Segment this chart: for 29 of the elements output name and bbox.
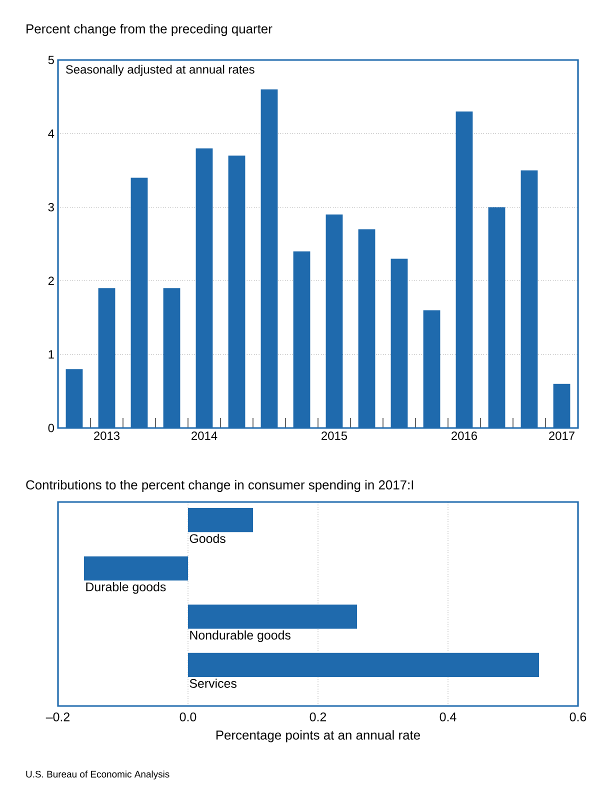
x-tick-label: 0.0 [180,712,196,722]
y-tick-label: 0 [48,424,54,432]
bar [188,604,358,629]
bar [188,652,540,678]
annotation: Seasonally adjusted at annual rates [66,64,254,76]
x-tick-label: 0.6 [570,712,586,722]
chart-title: Percent change from the preceding quarter [26,24,272,36]
x-tick-label: 0.2 [310,712,326,722]
y-tick-label: 4 [48,129,54,138]
x-tick-label: 0.4 [440,712,456,722]
x-tick-label: 2017 [549,432,574,440]
x-tick-label: 2014 [192,432,218,440]
chart-title: Contributions to the percent change in consumer spending in 2017:I [26,480,414,492]
text: U.S. Bureau of Economic Analysis [26,770,170,780]
x-tick-label: 2013 [94,432,120,440]
bar [188,508,253,532]
x-tick-label: –0.2 [46,712,70,722]
y-tick-label: Durable goods [86,582,166,594]
y-tick-label: Nondurable goods [190,630,290,642]
y-tick-label: Goods [190,534,226,544]
y-tick-label: 3 [48,202,54,212]
y-tick-label: Services [190,678,236,688]
bar [84,556,188,580]
x-tick-label: 2016 [452,432,478,440]
x-axis-title: Percentage points at an annual rate [216,730,420,742]
y-tick-label: 1 [48,350,54,359]
x-tick-label: 2015 [322,432,348,440]
y-tick-label: 5 [48,56,54,64]
y-tick-label: 2 [48,276,54,285]
